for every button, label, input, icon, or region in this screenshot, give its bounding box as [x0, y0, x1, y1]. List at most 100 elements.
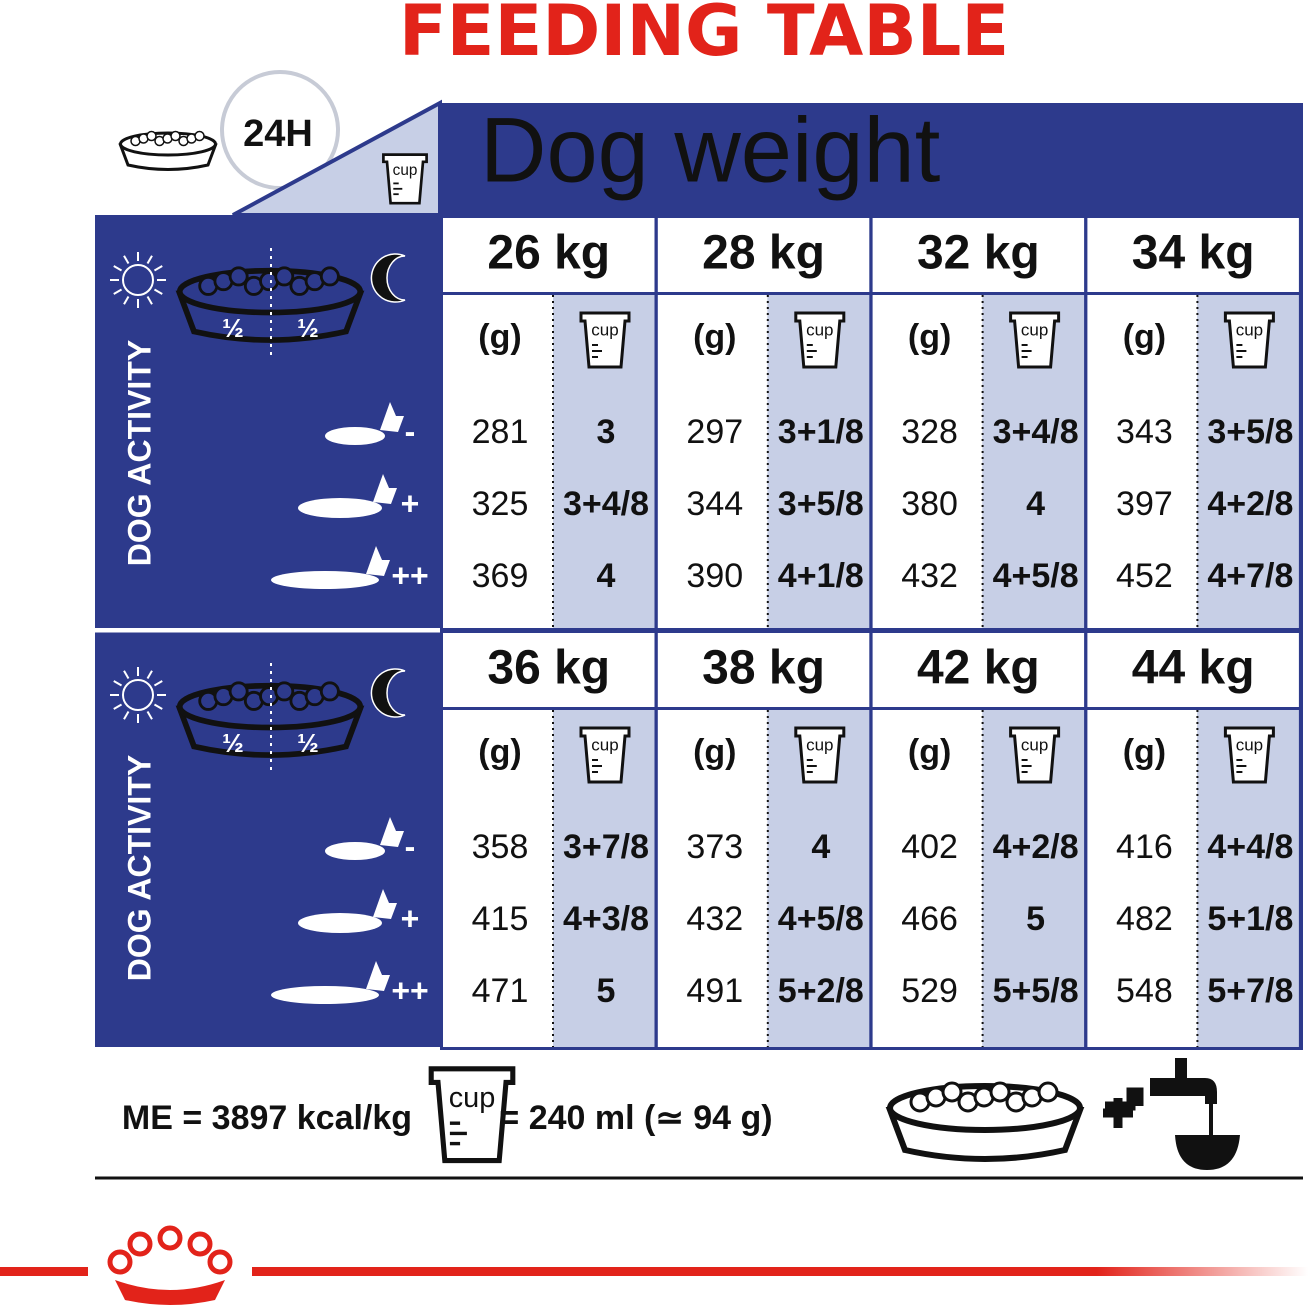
grams-column [872, 295, 983, 628]
cups-value: 3+5/8 [1207, 413, 1293, 451]
activity-label: DOG ACTIVITY [121, 340, 157, 566]
weight-label: 36 kg [487, 642, 610, 695]
kibble [228, 681, 249, 702]
cups-value: 3+7/8 [563, 828, 649, 866]
sun-ray [146, 295, 153, 305]
dog-body [298, 498, 382, 518]
cups-value: 4+5/8 [778, 900, 864, 938]
cups-value: 4+5/8 [993, 557, 1079, 595]
kibble [1037, 1081, 1059, 1103]
cup-outline [428, 1066, 516, 1164]
crown-bead [107, 1249, 133, 1275]
cup-icon: cup [1223, 726, 1275, 784]
weight-label: 44 kg [1132, 642, 1255, 695]
cups-value: 4+2/8 [1207, 485, 1293, 523]
grams-value: 397 [1116, 485, 1173, 523]
grams-column [443, 295, 553, 628]
bowl-icon [118, 130, 218, 171]
grams-value: 402 [901, 828, 958, 866]
cup-icon: cup [579, 311, 631, 369]
cup-outline [794, 726, 846, 784]
grams-value: 369 [472, 557, 529, 595]
grams-value: 415 [472, 900, 529, 938]
cups-value: 4 [1026, 485, 1045, 523]
half-left: ½ [222, 313, 244, 343]
kibble [941, 1081, 963, 1103]
grams-value: 328 [901, 413, 958, 451]
crown-bead [157, 1225, 183, 1251]
cup-label: cup [393, 162, 418, 179]
dog-head [366, 961, 390, 991]
bowl-icon [175, 681, 365, 758]
cups-value: 5+2/8 [778, 972, 864, 1010]
half-left: ½ [222, 728, 244, 758]
crown-bead [207, 1249, 233, 1275]
grams-column [657, 710, 768, 1047]
weight-label: 34 kg [1132, 227, 1255, 280]
sun-ray [113, 265, 123, 272]
grams-label: (g) [478, 318, 521, 356]
grams-label: (g) [1123, 733, 1166, 771]
cup-icon: cup [794, 311, 846, 369]
dog-head [380, 817, 404, 847]
grams-value: 416 [1116, 828, 1173, 866]
weight-label: 28 kg [702, 227, 825, 280]
weight-cell [872, 218, 1085, 292]
cup-icon: cup [794, 726, 846, 784]
cup-outline [1223, 726, 1275, 784]
weight-label: 42 kg [917, 642, 1040, 695]
cup-label: cup [1236, 735, 1263, 754]
grams-value: 452 [1116, 557, 1173, 595]
cup-icon: cup [1009, 726, 1061, 784]
weight-cell [443, 218, 655, 292]
grams-value: 432 [901, 557, 958, 595]
cups-value: 4+3/8 [563, 900, 649, 938]
weight-cell [872, 633, 1085, 707]
dog-weight-label: Dog weight [480, 99, 940, 201]
cups-value: 4+7/8 [1207, 557, 1293, 595]
grams-label: (g) [908, 733, 951, 771]
kibble [274, 266, 295, 287]
header-band [440, 103, 1303, 215]
brand-line-right [252, 1267, 1308, 1276]
grams-label: (g) [908, 318, 951, 356]
weight-label: 26 kg [487, 227, 610, 280]
weight-label: 32 kg [917, 227, 1040, 280]
grams-value: 482 [1116, 900, 1173, 938]
cup-outline [1009, 311, 1061, 369]
page-title: FEEDING TABLE [399, 0, 1009, 72]
grams-value: 380 [901, 485, 958, 523]
sun-ray [113, 288, 123, 295]
kibble [274, 681, 295, 702]
half-right: ½ [297, 728, 319, 758]
cup-label: cup [1021, 735, 1048, 754]
cups-value: 3+5/8 [778, 485, 864, 523]
grams-label: (g) [478, 733, 521, 771]
crown-bead [187, 1231, 213, 1257]
activity-level: - [405, 413, 416, 449]
cup-label: cup [1236, 320, 1263, 339]
cups-value: 4+1/8 [778, 557, 864, 595]
grams-value: 297 [686, 413, 743, 451]
cup-icon: cup [1009, 311, 1061, 369]
grams-label: (g) [1123, 318, 1166, 356]
cup-label: cup [449, 1082, 496, 1114]
grams-column [872, 710, 983, 1047]
dog-body [271, 571, 379, 589]
weight-cell [443, 633, 655, 707]
cup-outline [794, 311, 846, 369]
grams-value: 466 [901, 900, 958, 938]
cup-label: cup [806, 320, 833, 339]
grams-value: 358 [472, 828, 529, 866]
grams-value: 432 [686, 900, 743, 938]
moon [370, 253, 406, 303]
dog-head [373, 474, 397, 504]
faucet [1150, 1058, 1217, 1104]
cup-label: cup [806, 735, 833, 754]
kibble [228, 266, 249, 287]
kibble [989, 1081, 1011, 1103]
period-label: 24H [243, 113, 313, 155]
cup-label: cup [1021, 320, 1048, 339]
cup-icon: cup [1223, 311, 1275, 369]
